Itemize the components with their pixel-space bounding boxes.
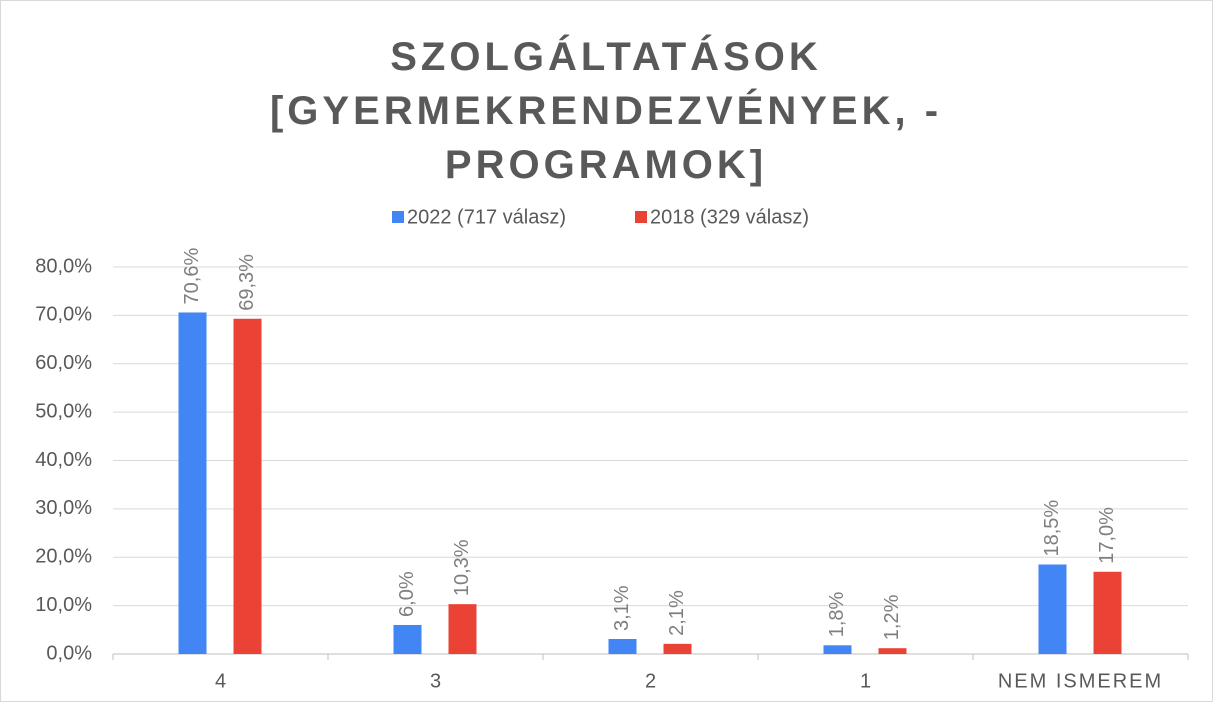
bar xyxy=(608,639,637,654)
y-tick-label: 50,0% xyxy=(35,400,92,422)
data-label: 1,8% xyxy=(826,591,848,637)
bar xyxy=(823,645,852,654)
data-label: 6,0% xyxy=(396,571,418,617)
bar xyxy=(393,624,422,654)
x-tick-label: 3 xyxy=(430,670,441,692)
y-tick-label: 0,0% xyxy=(46,642,92,664)
y-tick-label: 60,0% xyxy=(35,352,92,374)
y-tick-label: 40,0% xyxy=(35,449,92,471)
data-label: 3,1% xyxy=(611,585,633,631)
legend-swatch xyxy=(392,211,404,223)
x-tick-label: 4 xyxy=(215,670,226,692)
bar xyxy=(178,312,207,654)
legend-swatch xyxy=(635,211,647,223)
chart-title: SZOLGÁLTATÁSOK [GYERMEKRENDEZVÉNYEK, - P… xyxy=(269,35,943,187)
bar xyxy=(1093,571,1122,654)
x-tick-label: NEM ISMEREM xyxy=(998,670,1163,692)
data-label: 1,2% xyxy=(881,594,903,640)
y-tick-label: 30,0% xyxy=(35,497,92,519)
data-label: 17,0% xyxy=(1096,507,1118,564)
bar xyxy=(233,318,262,654)
data-label: 69,3% xyxy=(236,254,258,311)
y-tick-label: 80,0% xyxy=(35,255,92,277)
x-tick-label: 2 xyxy=(645,670,656,692)
legend-label: 2018 (329 válasz) xyxy=(650,206,809,228)
bar xyxy=(448,604,477,654)
y-tick-label: 70,0% xyxy=(35,304,92,326)
legend-label: 2022 (717 válasz) xyxy=(407,206,566,228)
data-label: 70,6% xyxy=(181,248,203,305)
bar xyxy=(663,643,692,654)
y-tick-label: 10,0% xyxy=(35,594,92,616)
data-label: 10,3% xyxy=(451,539,473,596)
y-tick-label: 20,0% xyxy=(35,546,92,568)
data-label: 18,5% xyxy=(1041,500,1063,557)
bar xyxy=(1038,564,1067,654)
data-label: 2,1% xyxy=(666,590,688,636)
bar xyxy=(878,648,907,654)
x-tick-label: 1 xyxy=(860,670,871,692)
